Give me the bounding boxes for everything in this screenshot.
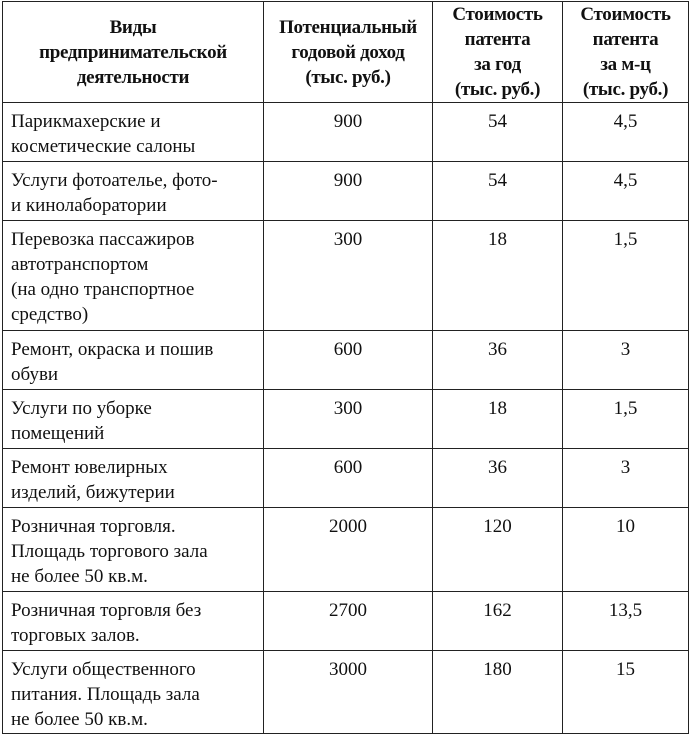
potential-income-cell: 3000 (263, 650, 433, 734)
activity-type-line: Розничная торговля без (11, 600, 202, 621)
potential-income-cell: 900 (263, 102, 433, 162)
patent-cost-month-cell: 15 (562, 650, 689, 734)
potential-income-cell: 2700 (263, 591, 433, 651)
activity-type-line: Услуги общественного (11, 659, 196, 680)
table-row: Ремонт, окраска и пошив обуви 600 36 3 (2, 330, 689, 390)
header-line: за год (474, 54, 521, 75)
header-patent-cost-year: Стоимость патента за год (тыс. руб.) (432, 1, 563, 103)
patent-cost-year-cell: 36 (432, 330, 563, 390)
activity-type-line: косметические салоны (11, 136, 196, 157)
patent-cost-month-cell: 1,5 (562, 389, 689, 449)
header-row: Виды предпринимательской деятельности Потен… (2, 1, 689, 103)
activity-type-cell: Розничная торговля. Площадь торгового зал… (2, 507, 264, 592)
activity-type-cell: Перевозка пассажиров автотранспортом (на о… (2, 220, 264, 331)
potential-income-cell: 600 (263, 330, 433, 390)
activity-type-line: автотранспортом (11, 254, 149, 275)
activity-type-line: Розничная торговля. (11, 516, 176, 537)
header-line: патента (464, 29, 531, 50)
activity-type-line: помещений (11, 423, 105, 444)
potential-income-cell: 300 (263, 389, 433, 449)
header-line: (тыс. руб.) (454, 79, 541, 100)
activity-type-cell: Розничная торговля без торговых залов. (2, 591, 264, 651)
patent-cost-month-cell: 3 (562, 448, 689, 508)
potential-income-cell: 300 (263, 220, 433, 331)
table-row: Ремонт ювелирных изделий, бижутерии 600 36 3 (2, 448, 689, 508)
activity-type-line: не более 50 кв.м. (11, 566, 148, 587)
header-line: (тыс. руб.) (582, 79, 669, 100)
patent-cost-year-cell: 18 (432, 389, 563, 449)
potential-income-cell: 900 (263, 161, 433, 221)
header-activity-type: Виды предпринимательской деятельности (2, 1, 264, 103)
header-potential-income: Потенциальный годовой доход (тыс. руб.) (263, 1, 433, 103)
patent-cost-month-cell: 1,5 (562, 220, 689, 331)
header-line: Виды (109, 16, 157, 38)
patent-cost-year-cell: 18 (432, 220, 563, 331)
activity-type-cell: Ремонт, окраска и пошив обуви (2, 330, 264, 390)
patent-cost-year-cell: 36 (432, 448, 563, 508)
patent-cost-year-cell: 54 (432, 102, 563, 162)
patent-cost-year-cell: 162 (432, 591, 563, 651)
header-line: деятельности (76, 66, 190, 88)
activity-type-line: обуви (11, 364, 59, 385)
table-row: Услуги по уборке помещений 300 18 1,5 (2, 389, 689, 449)
table-row: Услуги фотоателье, фото-и кинолаборатори… (2, 161, 689, 221)
header-line: за м-ц (600, 54, 651, 75)
activity-type-line: Парикмахерские и (11, 111, 161, 132)
activity-type-line: Ремонт ювелирных (11, 457, 168, 478)
activity-type-line: Услуги фотоателье, фото- (11, 170, 218, 191)
header-line: Потенциальный (279, 16, 417, 38)
potential-income-cell: 600 (263, 448, 433, 508)
table-row: Розничная торговля. Площадь торгового зал… (2, 507, 689, 592)
activity-type-line: Услуги по уборке (11, 398, 152, 419)
activity-type-line: (на одно транспортное (11, 279, 195, 300)
activity-type-line: торговых залов. (11, 625, 140, 646)
patent-cost-year-cell: 120 (432, 507, 563, 592)
patent-cost-month-cell: 10 (562, 507, 689, 592)
activity-type-cell: Парикмахерские и косметические салоны (2, 102, 264, 162)
activity-type-line: не более 50 кв.м. (11, 709, 148, 730)
header-line: (тыс. руб.) (305, 66, 391, 88)
activity-type-cell: Ремонт ювелирных изделий, бижутерии (2, 448, 264, 508)
patent-cost-month-cell: 4,5 (562, 102, 689, 162)
activity-type-line: и кинолаборатории (11, 195, 167, 216)
activity-type-line: Перевозка пассажиров (11, 229, 195, 250)
header-line: патента (592, 29, 659, 50)
patent-cost-year-cell: 180 (432, 650, 563, 734)
patent-cost-month-cell: 13,5 (562, 591, 689, 651)
header-line: Стоимость (580, 4, 671, 25)
activity-type-line: Площадь торгового зала (11, 541, 208, 562)
activity-type-cell: Услуги фотоателье, фото-и кинолаборатори… (2, 161, 264, 221)
table-row: Парикмахерские и косметические салоны 900 5… (2, 102, 689, 162)
activity-type-cell: Услуги по уборке помещений (2, 389, 264, 449)
activity-type-line: питания. Площадь зала (11, 684, 200, 705)
patent-cost-year-cell: 54 (432, 161, 563, 221)
header-line: предпринимательской (39, 41, 227, 63)
header-line: годовой доход (291, 41, 405, 63)
table-row: Услуги общественного питания. Площадь зал… (2, 650, 689, 734)
potential-income-cell: 2000 (263, 507, 433, 592)
activity-type-cell: Услуги общественного питания. Площадь зал… (2, 650, 264, 734)
activity-type-line: Ремонт, окраска и пошив (11, 339, 214, 360)
activity-type-line: средство) (11, 304, 89, 325)
header-patent-cost-month: Стоимость патента за м-ц (тыс. руб.) (562, 1, 689, 103)
header-line: Стоимость (452, 4, 543, 25)
table-row: Розничная торговля без торговых залов. 270… (2, 591, 689, 651)
patent-cost-month-cell: 4,5 (562, 161, 689, 221)
activity-type-line: изделий, бижутерии (11, 482, 175, 503)
table-row: Перевозка пассажиров автотранспортом (на о… (2, 220, 689, 331)
patent-cost-month-cell: 3 (562, 330, 689, 390)
